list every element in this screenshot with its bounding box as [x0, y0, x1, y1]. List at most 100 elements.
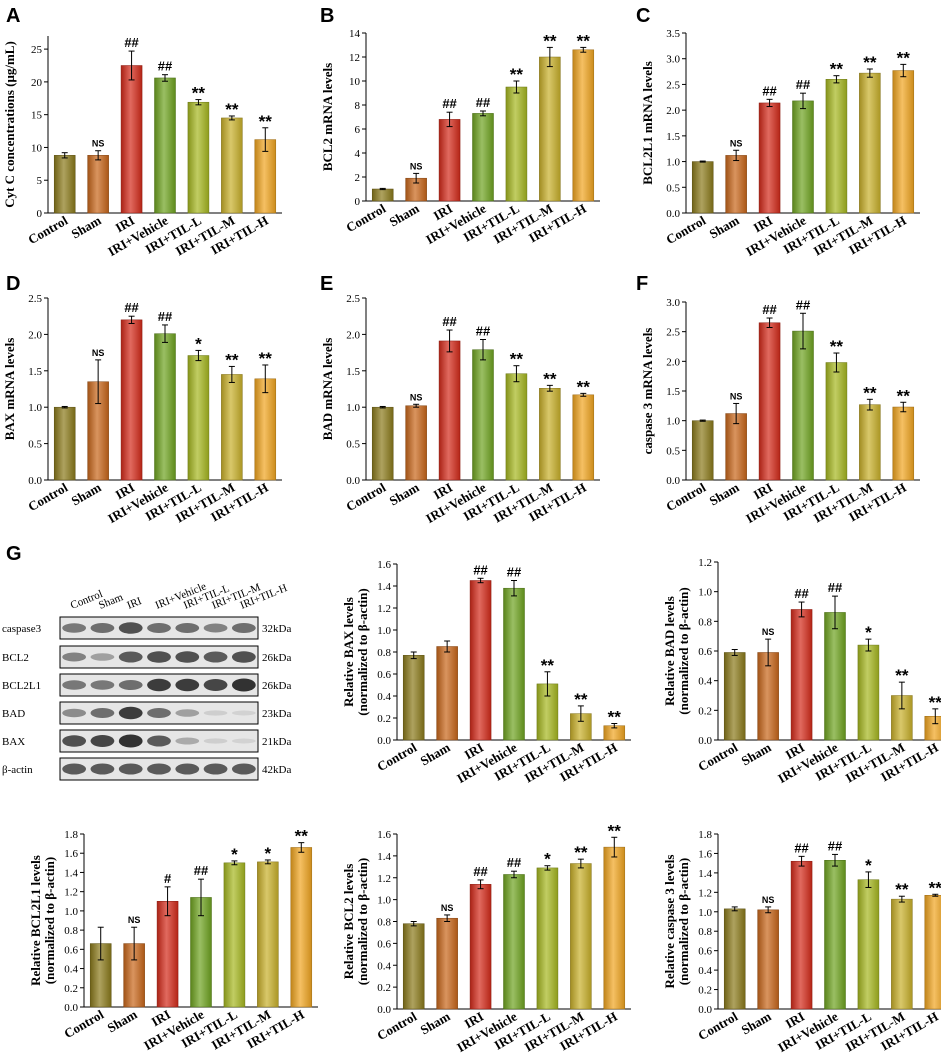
blot-size-label: 32kDa	[262, 623, 291, 635]
bar	[859, 404, 881, 481]
bar	[758, 102, 781, 214]
bar	[725, 155, 747, 214]
bar	[223, 862, 246, 1008]
significance-label: NS	[410, 161, 423, 171]
significance-label: ##	[794, 840, 809, 855]
y-tick-label: 0.0	[698, 1004, 712, 1016]
y-tick-label: 0.2	[377, 713, 391, 725]
y-tick-label: 0.6	[698, 646, 712, 658]
blot-band	[118, 706, 143, 720]
significance-label: ##	[828, 580, 843, 595]
bar	[825, 362, 848, 481]
chart-G_casp3: 0.0 0.2 0.4 0.6 0.8 1.0 1.2 1.4 1.6 1.8 Relative c…	[662, 829, 941, 1053]
y-tick-label: 1.5	[28, 366, 42, 378]
bar	[154, 333, 176, 481]
bar	[187, 355, 210, 481]
blot-band	[90, 653, 115, 661]
blot-band	[118, 651, 143, 663]
significance-label: ##	[796, 297, 811, 312]
significance-label: *	[231, 845, 238, 864]
bar	[691, 161, 714, 214]
panel-label-d: D	[6, 273, 20, 295]
blot-size-label: 26kDa	[262, 680, 291, 692]
blot-band	[231, 710, 256, 716]
blot-protein-label: BCL2	[2, 652, 29, 664]
bar	[825, 79, 848, 214]
y-tick-label: 2	[355, 172, 361, 184]
y-tick-label: 0.5	[28, 439, 42, 451]
bar	[254, 378, 277, 481]
bar	[469, 884, 492, 1010]
y-tick-label: 0.4	[698, 676, 712, 688]
y-tick-label: 0.0	[64, 1002, 78, 1014]
y-tick-label: 1.0	[346, 402, 360, 414]
y-tick-label: 0.6	[698, 946, 712, 958]
y-tick-label: 0.4	[377, 960, 391, 972]
y-tick-label: 0.4	[377, 691, 391, 703]
y-axis-label: BCL2 mRNA levels	[320, 63, 335, 171]
x-tick-label: Control	[343, 200, 388, 235]
y-tick-label: 1.2	[64, 887, 78, 899]
panel-label-a: A	[6, 5, 20, 27]
significance-label: ##	[796, 77, 811, 92]
y-tick-label: 1.6	[698, 848, 712, 860]
significance-label: ##	[762, 83, 777, 98]
significance-label: NS	[762, 627, 775, 637]
significance-label: **	[608, 708, 622, 727]
blot-band	[62, 652, 87, 662]
y-tick-label: 1.6	[64, 848, 78, 860]
chart-G_BAD: 0.0 0.2 0.4 0.6 0.8 1.0 1.2 Relative BAD levels…	[662, 557, 941, 786]
blot-band	[62, 623, 87, 633]
y-tick-label: 8	[355, 100, 361, 112]
y-tick-label: 0.0	[28, 475, 42, 487]
significance-label: **	[863, 53, 877, 72]
bar	[758, 322, 781, 481]
bar	[757, 909, 779, 1010]
y-axis-label-line2: (normalized to β-actin)	[355, 588, 370, 715]
blot-band	[203, 763, 228, 775]
x-tick-label: Sham	[739, 740, 774, 769]
y-tick-label: 25	[31, 44, 43, 56]
blot-band	[90, 735, 115, 747]
bar	[539, 56, 561, 202]
y-axis-label: Relative BAD levels	[662, 596, 677, 706]
significance-label: **	[897, 48, 911, 67]
y-tick-label: 1.0	[28, 402, 42, 414]
blot-lane-label: IRI	[125, 595, 143, 612]
bar	[603, 846, 626, 1010]
y-tick-label: 1.2	[377, 603, 391, 615]
significance-label: **	[929, 878, 941, 897]
bar	[572, 394, 595, 481]
significance-label: ##	[507, 855, 522, 870]
bar	[539, 388, 561, 481]
y-tick-label: 1.8	[698, 829, 712, 841]
bar	[469, 580, 492, 741]
y-tick-label: 0.0	[346, 475, 360, 487]
y-tick-label: 1.4	[64, 867, 78, 879]
panel-label-f: F	[636, 273, 648, 295]
bar	[371, 188, 394, 202]
bar	[438, 119, 461, 202]
y-tick-label: 1.6	[377, 559, 391, 571]
y-tick-label: 1.2	[698, 887, 712, 899]
y-axis-label-line2: (normalized to β-actin)	[355, 858, 370, 985]
significance-label: ##	[124, 35, 139, 50]
y-axis-label-line2: (normalized to β-actin)	[676, 858, 691, 985]
bar	[924, 895, 941, 1010]
y-tick-label: 0.0	[698, 735, 712, 747]
y-tick-label: 0.8	[64, 925, 78, 937]
bar	[824, 860, 846, 1010]
bar	[154, 77, 176, 214]
blot-protein-label: BCL2L1	[2, 680, 41, 692]
blot-band	[203, 710, 228, 716]
chart-G_BCL2: 0.0 0.2 0.4 0.6 0.8 1.0 1.2 1.4 1.6 Relative BCL2…	[341, 821, 631, 1053]
significance-label: **	[863, 383, 877, 402]
blot-band	[62, 680, 87, 690]
y-tick-label: 0.0	[377, 735, 391, 747]
blot-size-label: 23kDa	[262, 708, 291, 720]
significance-label: NS	[762, 895, 775, 905]
bar	[120, 65, 143, 214]
significance-label: **	[577, 31, 591, 50]
